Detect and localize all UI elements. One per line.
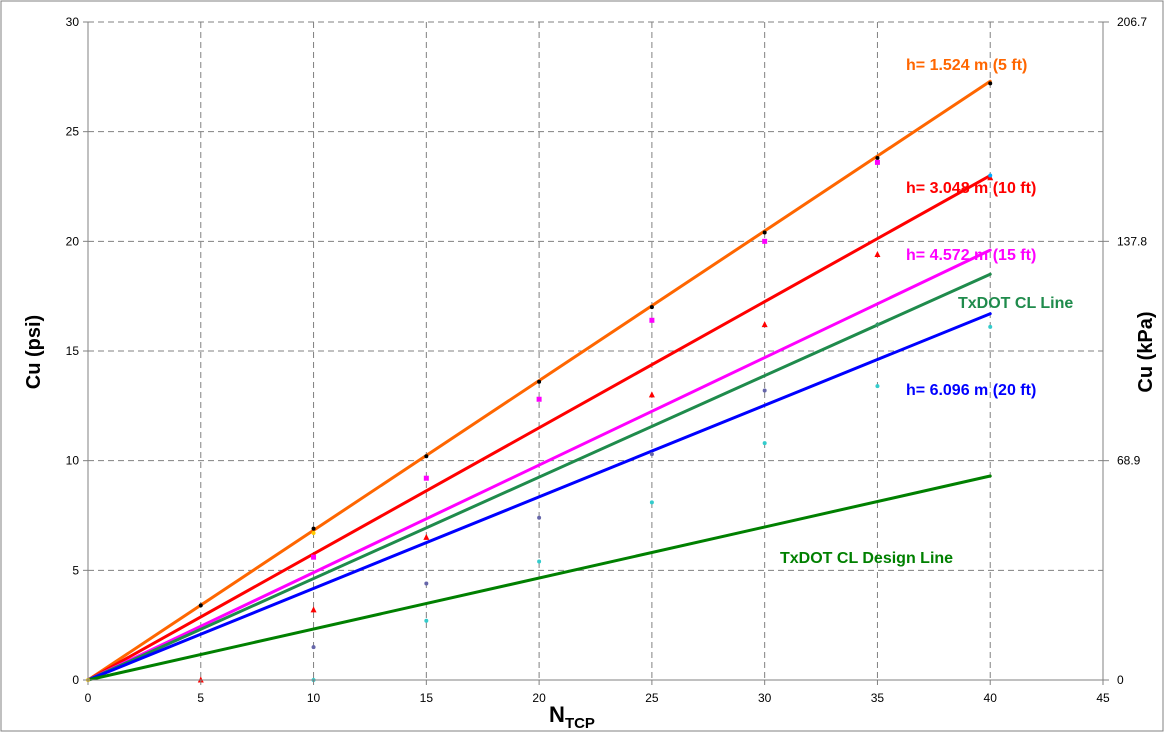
series-line-label: h= 1.524 m (5 ft)	[906, 57, 1027, 74]
x-tick-label: 5	[197, 691, 204, 705]
data-point	[875, 322, 880, 327]
x-tick-label: 0	[85, 691, 92, 705]
y2-tick-label: 206.7	[1117, 15, 1147, 29]
y-tick-label: 15	[66, 344, 80, 358]
data-point	[423, 533, 430, 540]
data-point	[762, 441, 767, 446]
y-tick-label: 30	[66, 15, 80, 29]
data-point	[311, 645, 316, 650]
data-point	[649, 500, 654, 505]
y-axis-title: Cu (psi)	[23, 315, 45, 389]
series-line-label: h= 4.572 m (15 ft)	[906, 247, 1036, 264]
data-point	[311, 531, 316, 536]
x-tick-label: 25	[645, 691, 659, 705]
y-tick-label: 0	[72, 673, 79, 687]
data-point	[875, 384, 880, 389]
data-point	[424, 618, 429, 623]
data-point	[424, 581, 429, 586]
x-axis-title-main: N	[549, 702, 565, 727]
data-point	[311, 554, 317, 560]
series-line-label: h= 6.096 m (20 ft)	[906, 382, 1036, 399]
y-tick-label: 20	[66, 234, 80, 248]
data-point	[988, 81, 993, 86]
data-point	[874, 159, 880, 165]
data-point	[874, 250, 881, 257]
x-tick-label: 30	[758, 691, 772, 705]
data-point	[536, 396, 542, 402]
series-line	[86, 474, 992, 682]
x-tick-label: 20	[532, 691, 546, 705]
data-point	[311, 526, 316, 531]
grid-layer	[88, 21, 1103, 680]
data-point	[762, 238, 768, 244]
x-tick-label: 35	[871, 691, 885, 705]
series-line	[86, 248, 992, 682]
x-tick-label: 10	[307, 691, 321, 705]
data-point	[875, 155, 880, 160]
series-line	[86, 312, 992, 682]
x-tick-label: 40	[984, 691, 998, 705]
series-line-label: TxDOT CL Line	[958, 295, 1073, 312]
data-point	[649, 317, 655, 323]
data-point	[198, 603, 203, 608]
data-point	[649, 452, 654, 457]
data-point	[537, 515, 542, 520]
y2-axis-title: Cu (kPa)	[1135, 311, 1157, 392]
data-point	[648, 391, 655, 398]
data-point	[649, 305, 654, 310]
y2-tick-label: 137.8	[1117, 234, 1147, 248]
series-line	[86, 272, 992, 682]
data-point	[310, 606, 317, 613]
x-tick-label: 45	[1096, 691, 1110, 705]
series-line-label: h= 3.048 m (10 ft)	[906, 180, 1036, 197]
series-line-label: TxDOT CL Design Line	[780, 550, 953, 567]
y-tick-label: 10	[66, 454, 80, 468]
data-point	[423, 475, 429, 481]
label-layer: h= 1.524 m (5 ft) h= 3.048 m (10 ft) h= 4.…	[780, 57, 1073, 567]
data-point	[762, 230, 767, 235]
data-point	[761, 321, 768, 328]
y-tick-label: 5	[72, 563, 79, 577]
data-point	[762, 388, 767, 393]
y2-tick-label: 0	[1117, 673, 1124, 687]
x-tick-label: 15	[420, 691, 434, 705]
data-point	[424, 454, 429, 459]
x-axis-title-sub: TCP	[565, 715, 595, 732]
data-point	[537, 379, 542, 384]
data-point	[988, 324, 993, 329]
tick-layer: 0 5 10 15 20 25 30 35 40 45 0 5 10 15 20 25 30 0 68.9 137.8…	[66, 15, 1148, 705]
y2-tick-label: 68.9	[1117, 454, 1141, 468]
data-point	[988, 173, 993, 178]
data-point	[537, 559, 542, 564]
x-axis-title: NTCP	[549, 702, 595, 732]
series-line	[86, 174, 992, 682]
y-tick-label: 25	[66, 125, 80, 139]
point-layer	[86, 81, 994, 683]
